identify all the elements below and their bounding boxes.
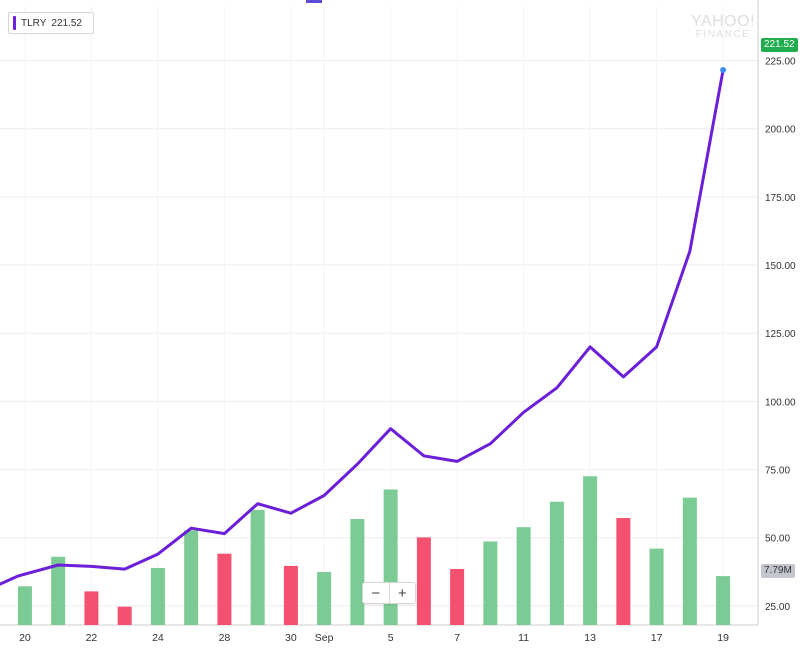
ticker-symbol: TLRY bbox=[21, 17, 47, 29]
y-tick-label: 150.00 bbox=[765, 261, 796, 272]
last-price-label: 221.52 bbox=[761, 38, 798, 52]
volume-bar bbox=[350, 519, 365, 625]
yahoo-finance-logo: YAHOO! FINANCE bbox=[690, 14, 756, 40]
x-tick-label: Sep bbox=[315, 632, 334, 644]
x-tick-label: 20 bbox=[19, 632, 31, 644]
last-price-point bbox=[720, 67, 727, 74]
y-tick-label: 75.00 bbox=[765, 466, 790, 477]
volume-bar bbox=[616, 518, 631, 625]
x-tick-label: 28 bbox=[219, 632, 231, 644]
logo-line-1: YAHOO! bbox=[690, 13, 756, 30]
logo-line-2: FINANCE bbox=[695, 29, 751, 40]
volume-bar bbox=[217, 553, 232, 625]
y-tick-label: 225.00 bbox=[765, 57, 796, 68]
ticker-price: 221.52 bbox=[51, 17, 82, 29]
volume-bar bbox=[450, 568, 465, 625]
x-tick-label: 30 bbox=[285, 632, 297, 644]
y-tick-label: 50.00 bbox=[765, 534, 790, 545]
zoom-out-button[interactable]: − bbox=[371, 584, 381, 602]
y-tick-label: 175.00 bbox=[765, 193, 796, 204]
x-tick-label: 24 bbox=[152, 632, 164, 644]
x-tick-label: 5 bbox=[388, 632, 394, 644]
volume-bar bbox=[317, 572, 332, 625]
y-tick-label: 200.00 bbox=[765, 125, 796, 136]
volume-bar bbox=[716, 576, 731, 625]
price-line bbox=[0, 68, 725, 586]
x-tick-label: 7 bbox=[454, 632, 460, 644]
volume-bar bbox=[117, 606, 132, 625]
volume-bar bbox=[250, 509, 265, 625]
zoom-controls: − + bbox=[362, 582, 416, 604]
volume-bar bbox=[51, 556, 66, 625]
x-tick-label: 22 bbox=[86, 632, 98, 644]
volume-bar bbox=[516, 527, 531, 625]
x-tick-label: 17 bbox=[651, 632, 663, 644]
volume-bar bbox=[649, 548, 664, 625]
volume-bar bbox=[682, 497, 697, 625]
volume-bar bbox=[483, 541, 498, 625]
y-tick-label: 25.00 bbox=[765, 602, 790, 613]
volume-bar bbox=[184, 530, 199, 625]
volume-bar bbox=[283, 565, 298, 625]
x-tick-label: 13 bbox=[584, 632, 596, 644]
volume-bar bbox=[17, 586, 32, 625]
zoom-in-button[interactable]: + bbox=[388, 583, 416, 603]
volume-bar bbox=[416, 537, 431, 625]
volume-bar bbox=[150, 567, 165, 625]
y-tick-label: 125.00 bbox=[765, 329, 796, 340]
volume-bar bbox=[549, 501, 564, 625]
volume-bar bbox=[84, 591, 99, 625]
x-tick-label: 11 bbox=[518, 632, 529, 644]
volume-bar bbox=[383, 489, 398, 625]
range-indicator bbox=[306, 0, 322, 3]
ticker-badge[interactable]: TLRY 221.52 bbox=[8, 12, 94, 34]
last-volume-label: 7.79M bbox=[761, 564, 795, 578]
volume-bar bbox=[583, 476, 598, 625]
x-tick-label: 19 bbox=[717, 632, 729, 644]
series-color-swatch bbox=[13, 16, 16, 30]
y-tick-label: 100.00 bbox=[765, 397, 796, 408]
